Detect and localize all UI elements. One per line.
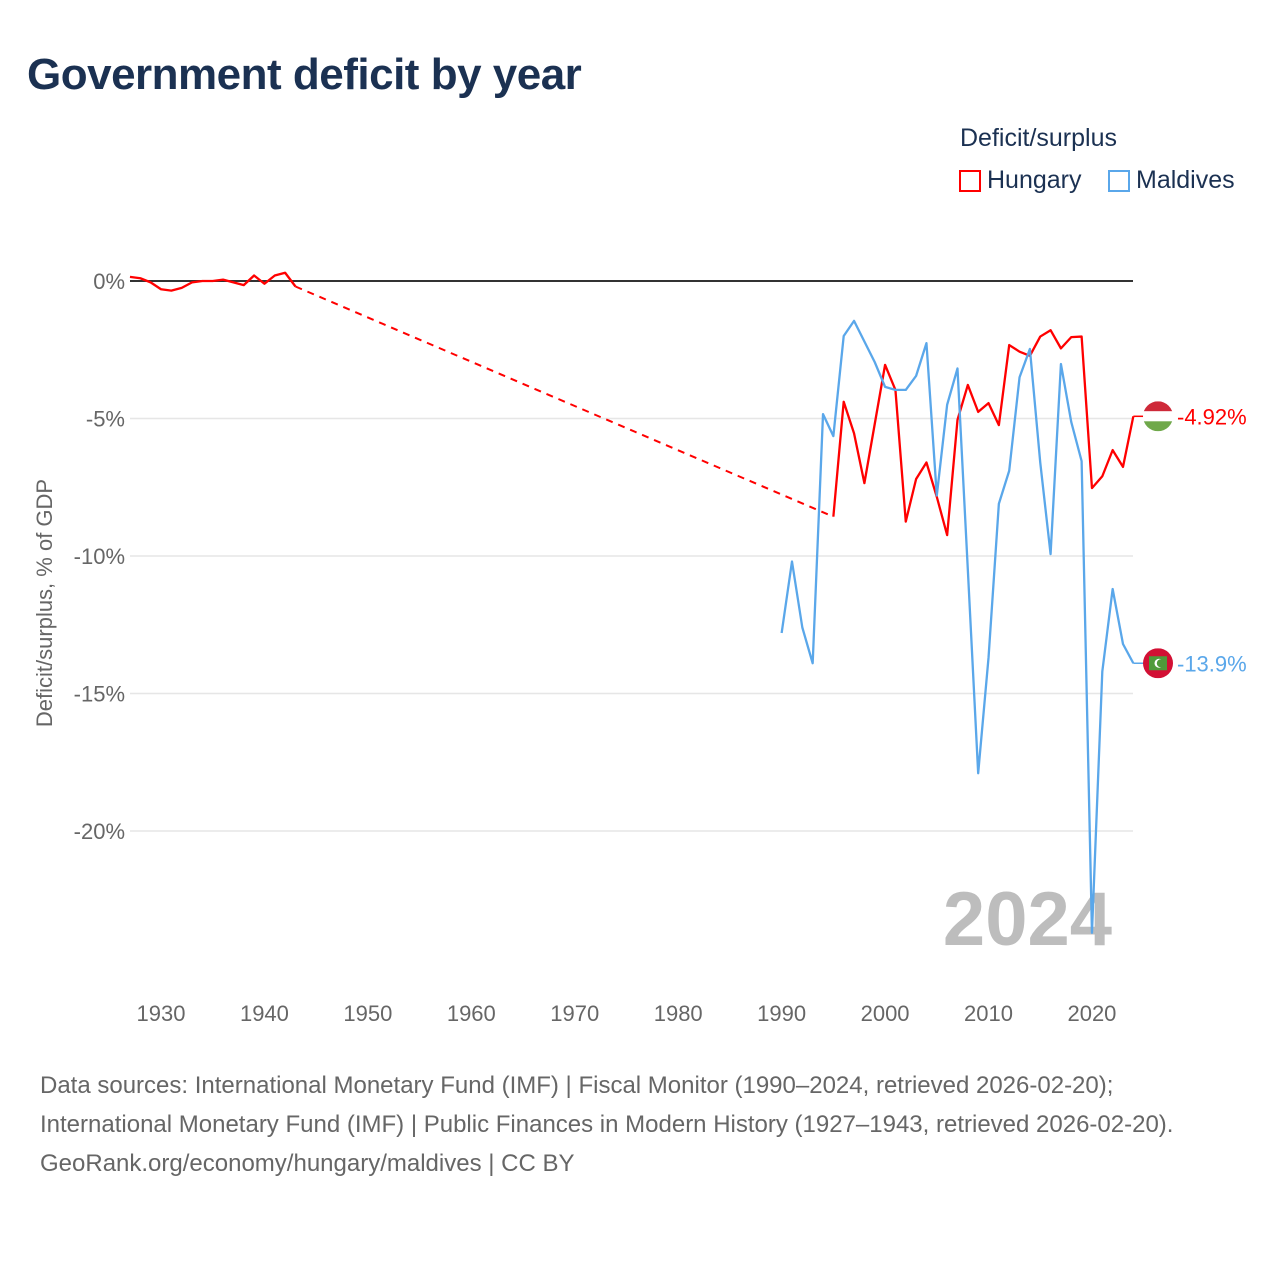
legend-swatch-maldives	[1108, 169, 1130, 192]
series-line-hungary	[832, 329, 1135, 537]
series-gap-line	[295, 285, 834, 518]
footer: Data sources: International Monetary Fun…	[40, 1066, 1240, 1183]
x-tick-label: 1940	[240, 1001, 289, 1026]
y-tick-label: 0%	[93, 269, 125, 294]
page-title: Government deficit by year	[27, 50, 582, 99]
maldives-flag-icon	[1143, 648, 1173, 679]
x-tick-label: 1990	[757, 1001, 806, 1026]
credit-link[interactable]: GeoRank.org/economy/hungary/maldives | C…	[40, 1150, 575, 1177]
y-axis-label: Deficit/surplus, % of GDP	[32, 479, 57, 727]
x-tick-label: 2000	[861, 1001, 910, 1026]
data-sources: Data sources: International Monetary Fun…	[40, 1072, 1174, 1138]
legend-item-hungary[interactable]: Hungary	[959, 166, 1082, 195]
legend-title: Deficit/surplus	[960, 124, 1117, 152]
x-tick-label: 1960	[447, 1001, 496, 1026]
x-tick-label: 1930	[137, 1001, 186, 1026]
y-tick-label: -10%	[74, 544, 125, 569]
year-watermark: 2024	[943, 877, 1112, 962]
series-line-maldives	[780, 319, 1135, 934]
x-tick-label: 2020	[1067, 1001, 1116, 1026]
x-tick-label: 1950	[343, 1001, 392, 1026]
legend-label: Hungary	[987, 166, 1082, 194]
end-value-label: -13.9%	[1177, 651, 1247, 676]
hungary-flag-icon	[1143, 401, 1173, 432]
x-tick-label: 1970	[550, 1001, 599, 1026]
legend-label: Maldives	[1136, 166, 1235, 194]
end-value-label: -4.92%	[1177, 404, 1247, 429]
y-tick-label: -15%	[74, 682, 125, 707]
x-tick-label: 2010	[964, 1001, 1013, 1026]
y-tick-label: -20%	[74, 819, 125, 844]
y-tick-label: -5%	[86, 407, 125, 432]
series-line-hungary	[129, 271, 297, 292]
x-tick-label: 1980	[654, 1001, 703, 1026]
legend-swatch-hungary	[959, 169, 981, 192]
legend-item-maldives[interactable]: Maldives	[1108, 166, 1235, 195]
line-chart: 0% -5% -10% -15% -20% 1930 1940 1950 1960 1970 198…	[32, 269, 1247, 1026]
